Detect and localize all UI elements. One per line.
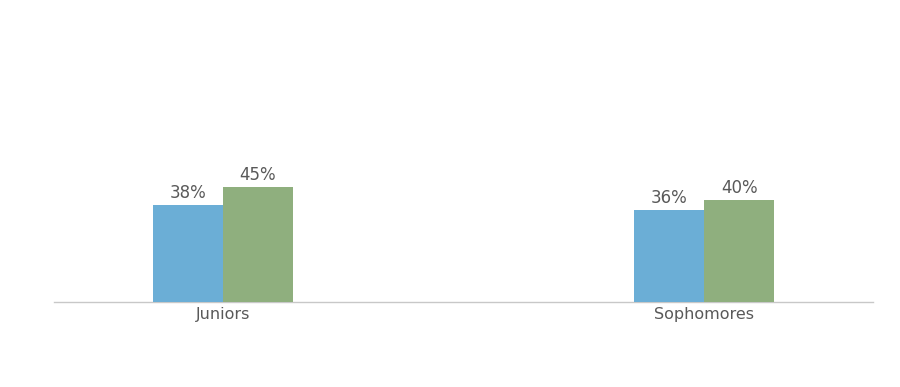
Bar — [705, 200, 775, 302]
Bar — [222, 187, 292, 302]
Text: 45%: 45% — [239, 166, 276, 184]
Text: 40%: 40% — [721, 179, 758, 197]
Text: 36%: 36% — [651, 189, 688, 207]
Bar — [634, 210, 705, 302]
Bar — [152, 205, 222, 302]
Text: 38%: 38% — [169, 184, 206, 202]
